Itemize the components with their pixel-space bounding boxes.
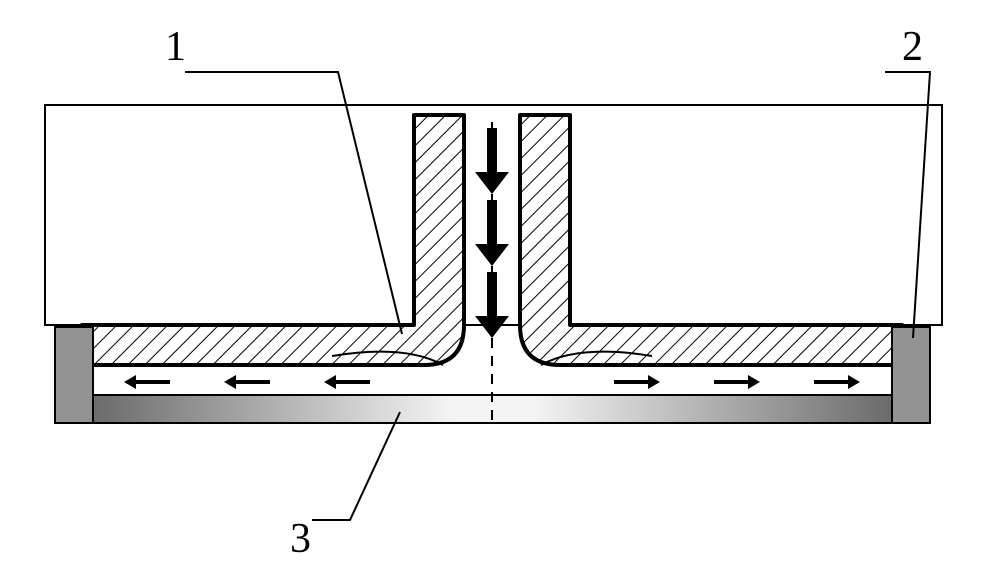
leader-1	[185, 72, 402, 334]
support-block-right	[892, 327, 930, 423]
flow-arrow-right-1	[614, 375, 660, 389]
label-2: 2	[902, 24, 923, 70]
nozzle-wall-right	[520, 115, 902, 365]
support-block-left	[55, 327, 93, 423]
flow-arrow-right-2	[714, 375, 760, 389]
label-3: 3	[290, 516, 311, 562]
flow-arrow-down-2	[475, 200, 509, 266]
flow-arrow-left-3	[124, 375, 170, 389]
flow-arrow-down-1	[475, 128, 509, 194]
flow-arrow-left-2	[224, 375, 270, 389]
flow-arrow-right-3	[814, 375, 860, 389]
flow-arrow-down-3	[475, 272, 509, 338]
nozzle-wall-left	[82, 115, 464, 365]
leader-3	[312, 412, 400, 520]
flow-arrow-left-1	[324, 375, 370, 389]
leader-2	[885, 72, 930, 338]
label-1: 1	[165, 24, 186, 70]
